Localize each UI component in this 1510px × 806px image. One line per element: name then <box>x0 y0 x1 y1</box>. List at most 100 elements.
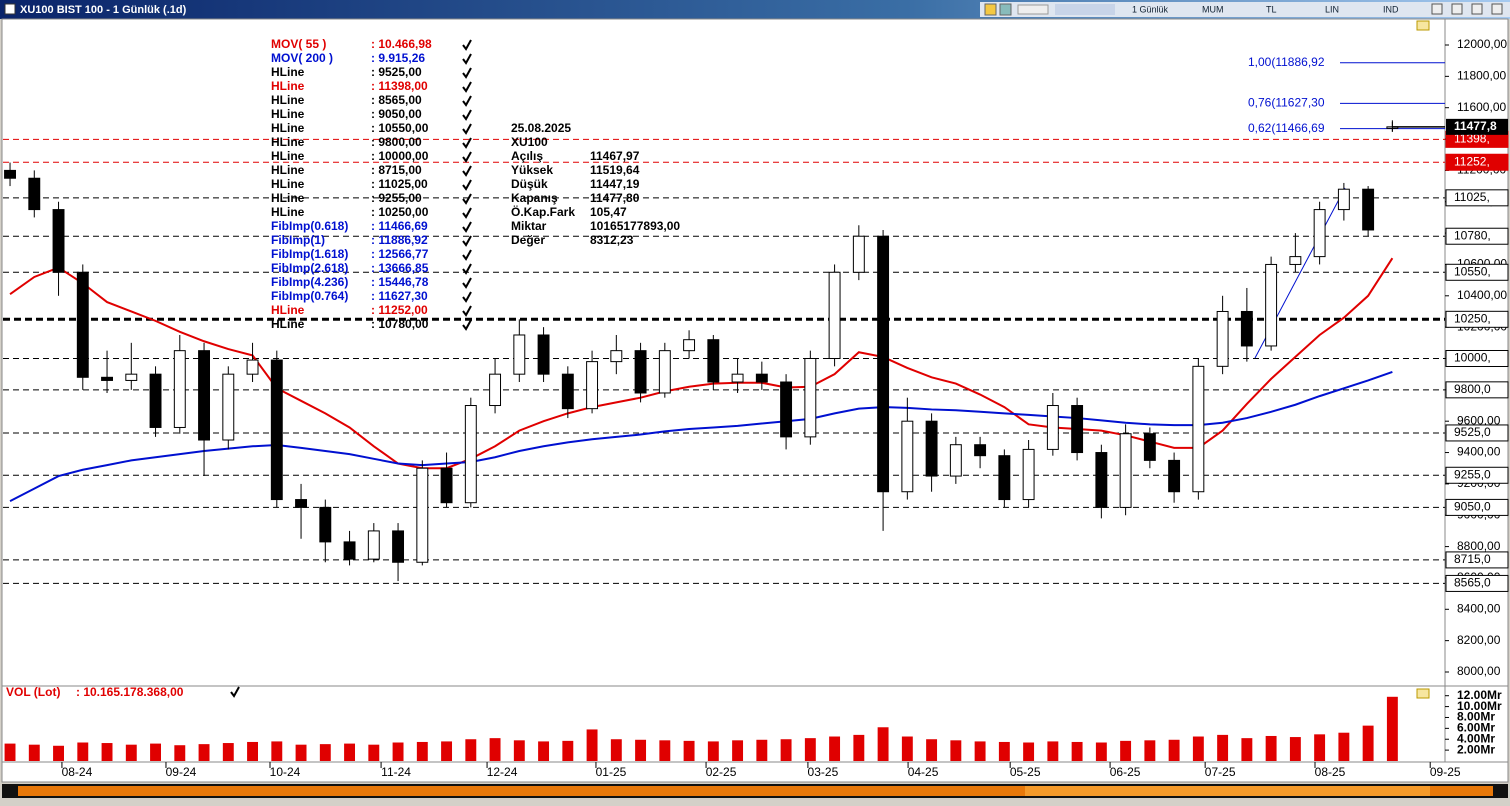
volume-bar <box>77 742 89 761</box>
candle-body <box>246 359 259 375</box>
volume-bar <box>150 743 161 761</box>
candle-body <box>149 373 162 428</box>
volume-bar <box>901 736 913 761</box>
candle-body <box>537 334 550 375</box>
legend-name: HLine <box>271 65 305 79</box>
candle-body <box>586 361 599 410</box>
legend-name: FibImp(1) <box>271 233 325 247</box>
hline-box <box>1445 498 1509 516</box>
legend-name: HLine <box>271 205 305 219</box>
legend-name: HLine <box>271 303 305 317</box>
hline-label: 10000, <box>1454 351 1491 365</box>
y-tick-label: 8200,00 <box>1457 633 1501 647</box>
toolbar-button[interactable]: LIN <box>1325 4 1339 14</box>
panel-icon[interactable] <box>1416 688 1430 699</box>
candle-body <box>513 334 526 375</box>
candle-body <box>828 271 841 359</box>
candle-body <box>1265 263 1278 347</box>
y-tick-label: 8400,00 <box>1457 601 1501 615</box>
candle-body <box>731 373 744 383</box>
win-btn[interactable] <box>1431 3 1443 15</box>
win-btn[interactable] <box>1471 3 1483 15</box>
hline-box <box>1445 574 1509 592</box>
legend-value: : 10780,00 <box>371 317 429 331</box>
candle-body <box>440 467 453 504</box>
volume-bar <box>1168 739 1180 761</box>
candle-body <box>1046 405 1059 450</box>
volume-bar <box>829 736 841 761</box>
volume-name: VOL (Lot) <box>6 685 60 699</box>
candle-body <box>925 420 938 477</box>
x-tick-label: 03-25 <box>808 765 839 779</box>
x-axis-bar <box>1 761 1509 783</box>
hline-box <box>1445 424 1509 442</box>
info-label: Yüksek <box>511 163 553 177</box>
scroll-thumb[interactable] <box>1025 786 1430 796</box>
legend-value: : 15446,78 <box>371 275 429 289</box>
info-value: 11467,97 <box>590 149 640 163</box>
hline-label: 8715,0 <box>1454 552 1491 566</box>
volume-bar <box>174 745 186 761</box>
toolbar-button[interactable]: TL <box>1266 4 1277 14</box>
info-value: 10165177893,00 <box>590 219 680 233</box>
y-tick-label: 8000,00 <box>1457 664 1501 678</box>
tool-icons[interactable] <box>1055 4 1115 15</box>
candle-body <box>319 506 332 543</box>
y-tick-label: 11600,00 <box>1457 100 1506 114</box>
panel-icon[interactable] <box>1416 20 1430 31</box>
candle-body <box>755 373 768 383</box>
checkmark-icon <box>462 221 472 233</box>
hline-box <box>1445 349 1509 367</box>
x-tick-label: 09-25 <box>1430 765 1461 779</box>
hline-box <box>1445 227 1509 245</box>
win-btn[interactable] <box>1491 3 1503 15</box>
candle-body <box>1022 448 1035 501</box>
toolbar-button[interactable]: 1 Günlük <box>1132 4 1169 14</box>
legend-name: HLine <box>271 149 305 163</box>
x-tick-label: 07-25 <box>1205 765 1236 779</box>
tool-icon[interactable] <box>1017 4 1049 15</box>
candle-body <box>998 455 1011 501</box>
win-btn[interactable] <box>1451 3 1463 15</box>
legend-name: FibImp(0.618) <box>271 219 348 233</box>
volume-bar <box>950 740 962 761</box>
candle-body <box>343 541 356 560</box>
volume-bar <box>125 744 137 761</box>
volume-bar <box>4 743 16 761</box>
candle-body <box>198 350 211 441</box>
checkmark-icon <box>462 319 472 331</box>
volume-bar <box>877 727 889 761</box>
info-value: 11519,64 <box>590 163 640 177</box>
legend-name: HLine <box>271 79 305 93</box>
candle-body <box>1216 310 1229 367</box>
candle-body <box>610 350 623 363</box>
tool-icon[interactable] <box>984 3 997 16</box>
legend-value: : 9.915,26 <box>371 51 425 65</box>
checkmark-icon <box>462 249 472 261</box>
close-icon[interactable] <box>4 3 16 15</box>
candle-body <box>1168 459 1181 493</box>
hline-label: 9800,0 <box>1454 382 1491 396</box>
legend-name: HLine <box>271 93 305 107</box>
hline-box <box>1445 551 1509 569</box>
legend-name: HLine <box>271 121 305 135</box>
y-tick-label: 9600,00 <box>1457 413 1501 427</box>
hline-label: 11025, <box>1454 190 1490 204</box>
volume-bar <box>1338 732 1350 761</box>
legend-value: : 9800,00 <box>371 135 422 149</box>
x-tick-label: 08-24 <box>62 765 93 779</box>
volume-bar <box>344 743 356 761</box>
volume-bar <box>1144 740 1156 761</box>
volume-bar <box>1192 736 1204 761</box>
legend-name: HLine <box>271 317 305 331</box>
plot-area <box>1 18 1509 763</box>
legend-value: : 12566,77 <box>371 247 429 261</box>
toolbar-button[interactable]: MUM <box>1202 4 1224 14</box>
tool-icon[interactable] <box>999 3 1012 16</box>
scroll-track[interactable] <box>18 786 1493 796</box>
volume-bar <box>368 744 380 761</box>
volume-bar <box>392 742 404 761</box>
checkmark-icon <box>462 81 472 93</box>
toolbar-button[interactable]: IND <box>1383 4 1399 14</box>
